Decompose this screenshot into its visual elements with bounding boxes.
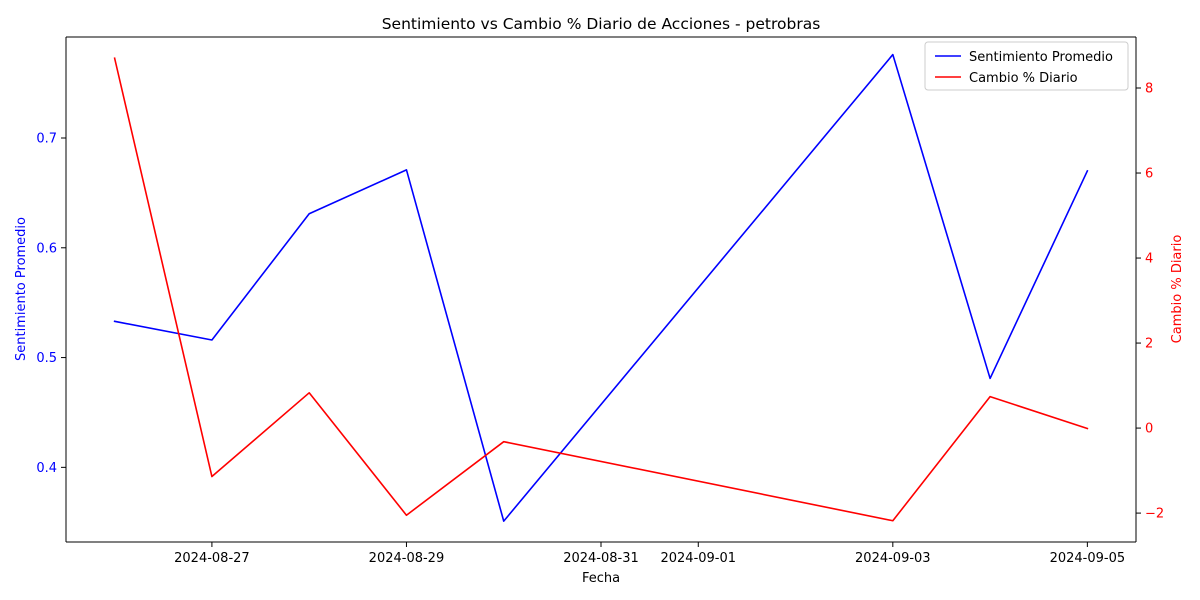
- left-y-tick-label: 0.7: [36, 132, 57, 147]
- left-y-tick-label: 0.5: [36, 351, 57, 366]
- series-line-sentimiento: [113, 53, 1089, 522]
- legend-label-sentimiento: Sentimiento Promedio: [969, 50, 1113, 65]
- left-y-tick-label: 0.4: [36, 461, 57, 476]
- right-y-tick-label: −2: [1145, 507, 1164, 522]
- series-line-cambio: [113, 57, 1089, 522]
- legend-box: [924, 41, 1129, 91]
- right-y-tick-label: 2: [1145, 337, 1153, 352]
- x-tick-label: 2024-09-01: [660, 551, 736, 566]
- left-y-axis-ticks: 0.4 0.5 0.6 0.7: [36, 132, 66, 476]
- left-y-axis-label: Sentimiento Promedio: [14, 217, 29, 361]
- series-layer: [113, 53, 1089, 522]
- x-tick-label: 2024-08-31: [563, 551, 639, 566]
- right-y-tick-label: 4: [1145, 252, 1153, 267]
- x-tick-label: 2024-08-29: [369, 551, 445, 566]
- x-tick-label: 2024-09-03: [855, 551, 931, 566]
- legend-label-cambio: Cambio % Diario: [969, 71, 1078, 86]
- x-axis-ticks: 2024-08-27 2024-08-29 2024-08-31 2024-09-01…: [174, 542, 1125, 566]
- x-tick-label: 2024-08-27: [174, 551, 250, 566]
- plot-area: [66, 37, 1136, 542]
- legend: Sentimiento Promedio Cambio % Diario: [924, 41, 1129, 91]
- right-y-tick-label: 0: [1145, 422, 1153, 437]
- left-y-tick-label: 0.6: [36, 241, 57, 256]
- chart-title: Sentimiento vs Cambio % Diario de Accion…: [382, 15, 821, 33]
- x-axis-label: Fecha: [582, 571, 620, 586]
- right-y-axis-label: Cambio % Diario: [1170, 235, 1185, 344]
- right-y-tick-label: 8: [1145, 82, 1153, 97]
- x-tick-label: 2024-09-05: [1050, 551, 1126, 566]
- right-y-tick-label: 6: [1145, 167, 1153, 182]
- right-y-axis-ticks: −2 0 2 4 6 8: [1136, 82, 1164, 522]
